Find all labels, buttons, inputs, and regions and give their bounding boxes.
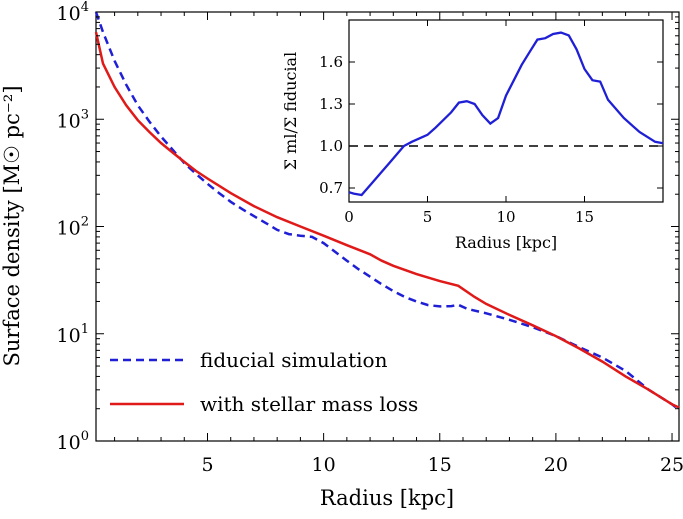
inset-y-tick-label: 1.3 — [319, 95, 343, 113]
inset-ticks-group — [348, 20, 663, 202]
main-ticks-group — [96, 11, 679, 442]
main-x-tick-labels: 5 10 15 20 25 — [201, 454, 683, 476]
main-x-tick-label: 20 — [544, 454, 568, 476]
main-x-tick-label: 15 — [428, 454, 452, 476]
inset-x-tick-labels: 0 5 10 15 — [344, 208, 594, 226]
inset-x-tick-label: 0 — [344, 208, 354, 226]
inset-y-tick-labels: 0.7 1.0 1.3 1.6 — [319, 53, 343, 197]
main-x-tick-label: 5 — [201, 454, 213, 476]
inset-series-group — [348, 31, 664, 197]
inset-y-axis-label: Σ ml/Σ fiducial — [281, 52, 300, 170]
inset-plot: 0 5 10 15 0.7 1.0 1.3 1.6 Radius [kpc] Σ ml/Σ … — [281, 19, 664, 252]
main-y-tick-label: 102 — [57, 215, 89, 240]
main-y-tick-labels: 100 101 102 103 104 — [57, 0, 89, 454]
main-y-tick-label: 103 — [57, 107, 89, 132]
inset-y-tick-label: 1.6 — [319, 53, 343, 71]
main-y-tick-label: 101 — [57, 322, 89, 347]
main-plot-frame — [95, 11, 680, 442]
main-series-group — [94, 11, 680, 411]
series-line-fiducial — [94, 11, 680, 411]
legend: fiducial simulation with stellar mass lo… — [110, 348, 418, 416]
legend-label-stellar-mass-loss: with stellar mass loss — [200, 392, 418, 416]
main-x-axis-label: Radius [kpc] — [320, 486, 454, 510]
legend-label-fiducial: fiducial simulation — [200, 348, 388, 372]
inset-x-tick-label: 10 — [496, 208, 515, 226]
inset-y-tick-label: 1.0 — [319, 137, 343, 155]
main-x-tick-label: 10 — [312, 454, 336, 476]
inset-x-axis-label: Radius [kpc] — [455, 233, 557, 252]
main-y-tick-label: 100 — [57, 429, 89, 454]
inset-x-tick-label: 5 — [423, 208, 433, 226]
inset-series-line — [348, 31, 664, 197]
series-line-stellar-mass-loss — [94, 31, 680, 409]
main-x-tick-label: 25 — [660, 454, 683, 476]
main-y-tick-label: 104 — [57, 0, 89, 25]
main-y-axis-label: Surface density [M☉ pc⁻²] — [0, 85, 24, 366]
inset-y-tick-label: 0.7 — [319, 179, 343, 197]
inset-x-tick-label: 15 — [575, 208, 594, 226]
inset-plot-frame — [348, 19, 664, 203]
